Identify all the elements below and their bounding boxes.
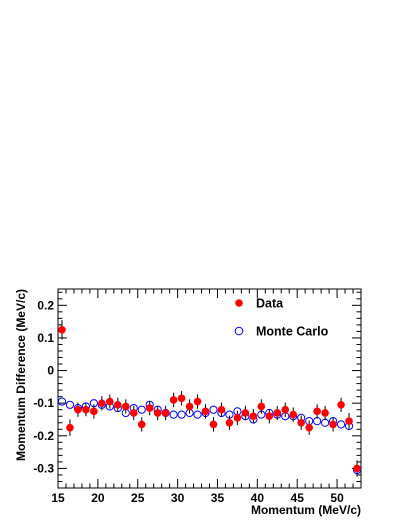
data-markers xyxy=(57,319,362,477)
mc-point xyxy=(177,410,186,419)
plot-area-border xyxy=(57,288,362,489)
data-point xyxy=(345,417,353,425)
y-tick-label: -0.1 xyxy=(33,396,54,410)
legend-mc-label: Monte Carlo xyxy=(256,325,329,339)
data-point xyxy=(169,396,178,404)
x-tick-label: 45 xyxy=(291,491,305,505)
legend: Data Monte Carlo xyxy=(234,297,329,339)
data-point xyxy=(233,414,242,422)
data-point xyxy=(201,407,210,416)
data-point xyxy=(265,412,274,421)
x-tick-label: 20 xyxy=(91,491,105,505)
data-point xyxy=(90,407,98,416)
mc-point xyxy=(321,418,330,427)
y-tick-label: -0.3 xyxy=(33,461,54,475)
mc-point xyxy=(169,410,178,419)
x-tick-label: 25 xyxy=(131,491,145,505)
data-point xyxy=(249,412,258,421)
plot-frame xyxy=(57,288,362,489)
y-tick-label: 0.2 xyxy=(37,298,54,312)
data-point xyxy=(313,407,321,416)
mc-point xyxy=(209,405,218,414)
data-point xyxy=(297,418,305,427)
data-point xyxy=(257,402,266,411)
data-point xyxy=(82,405,90,414)
data-point xyxy=(305,423,313,432)
data-point xyxy=(209,420,218,429)
data-point xyxy=(114,401,122,409)
data-point xyxy=(106,397,114,406)
data-point xyxy=(66,423,74,432)
x-tick-label: 35 xyxy=(211,491,225,505)
data-point xyxy=(217,405,226,414)
data-point xyxy=(289,410,298,419)
data-point xyxy=(137,420,146,429)
data-point xyxy=(74,405,82,414)
data-point xyxy=(337,401,345,409)
mc-point xyxy=(193,410,202,419)
data-point xyxy=(353,464,361,473)
mc-point xyxy=(137,405,146,414)
data-point xyxy=(225,418,234,427)
y-tick-label: -0.2 xyxy=(33,429,54,443)
legend-data-marker xyxy=(235,299,243,307)
data-point xyxy=(193,397,202,406)
data-point xyxy=(145,404,154,412)
x-tick-label: 40 xyxy=(251,491,265,505)
data-point xyxy=(177,394,186,403)
data-point xyxy=(281,405,290,414)
data-point xyxy=(241,409,250,417)
data-point xyxy=(161,409,170,417)
x-tick-label: 15 xyxy=(51,491,65,505)
data-point xyxy=(185,402,194,411)
mc-point xyxy=(65,400,75,409)
x-tick-label: 50 xyxy=(330,491,344,505)
data-point xyxy=(329,420,337,429)
data-point xyxy=(58,325,66,334)
mc-point xyxy=(336,420,346,429)
data-point xyxy=(121,402,130,411)
data-point xyxy=(129,409,138,417)
data-point xyxy=(153,409,162,417)
data-point xyxy=(321,409,329,417)
data-point xyxy=(98,399,106,407)
y-tick-label: 0.1 xyxy=(37,331,54,345)
data-point xyxy=(273,409,282,417)
mc-point xyxy=(313,417,322,426)
mc-point xyxy=(57,397,67,406)
legend-mc-marker xyxy=(234,326,244,336)
legend-data-label: Data xyxy=(256,297,284,311)
x-tick-label: 30 xyxy=(171,491,185,505)
axis-ticks: 15 20 25 30 35 40 45 50 0.2 0.1 0 -0.1 -0.2 -0.3 xyxy=(33,289,362,505)
x-axis-title: Momentum (MeV/c) xyxy=(251,503,361,517)
y-tick-label: 0 xyxy=(47,364,54,378)
y-axis-title: Momentum Difference (MeV/c) xyxy=(14,289,28,461)
